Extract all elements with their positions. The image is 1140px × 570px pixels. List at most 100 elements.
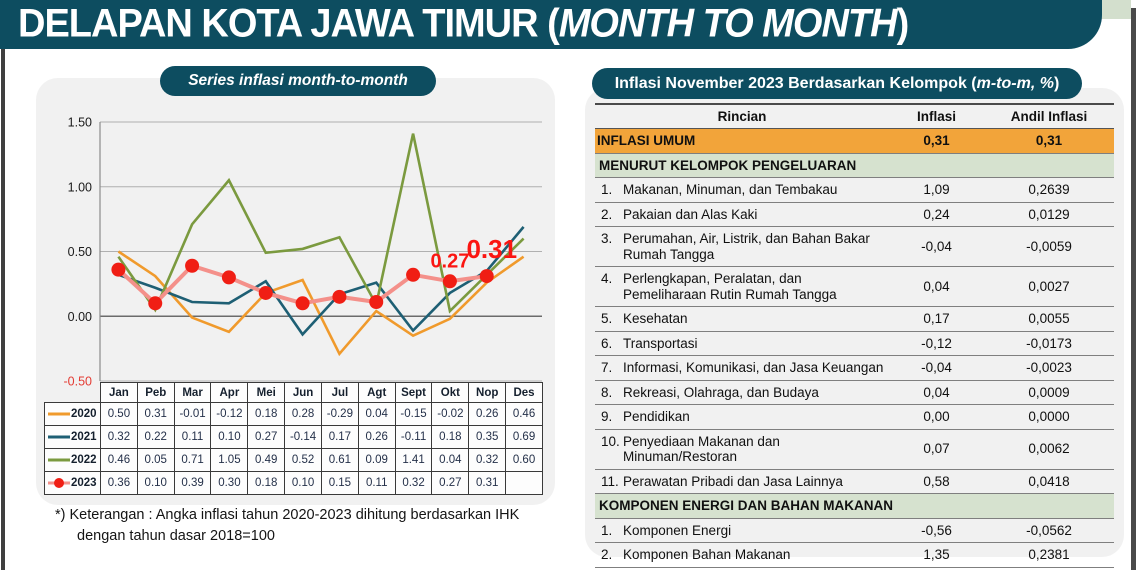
row-label: 8. Rekreasi, Olahraga, dan Budaya xyxy=(595,380,889,406)
month-label: Des xyxy=(505,382,543,403)
svg-text:-0.50: -0.50 xyxy=(64,375,93,389)
row-label: 1. Makanan, Minuman, dan Tembakau xyxy=(595,177,889,203)
chart-data-table: Jan Peb Mar Apr Mei Jun Jul Agt Sept Okt Nop Des 202… xyxy=(44,382,543,495)
inflation-line-chart: 1.50 1.00 0.50 0.00 -0.50 0.270.31 xyxy=(64,116,542,389)
svg-text:0.50: 0.50 xyxy=(68,245,92,259)
chart-value-cell: 0.04 xyxy=(431,448,470,472)
andil-inflasi-value: 0,0062 xyxy=(984,429,1114,470)
chart-value-cell: -0.14 xyxy=(284,425,322,449)
chart-value-cell: 0.36 xyxy=(100,471,138,495)
legend-key-2021 xyxy=(48,435,70,439)
chart-value-cell: 0.09 xyxy=(357,448,396,472)
inflasi-value: 0,17 xyxy=(889,306,984,332)
chart-value-cell: 0.46 xyxy=(100,448,138,472)
row-label: 2. Komponen Bahan Makanan xyxy=(595,542,889,568)
series-line-2022 xyxy=(117,133,525,314)
chart-value-cell: 0.61 xyxy=(320,448,359,472)
row-label: 2. Pakaian dan Alas Kaki xyxy=(595,202,889,228)
table-row: 3. Perumahan, Air, Listrik, dan Bahan Bak… xyxy=(595,226,1114,268)
month-label: Mar xyxy=(173,382,212,403)
inflasi-value: 0,04 xyxy=(889,380,984,406)
andil-inflasi-value: 0,2381 xyxy=(984,542,1114,568)
table-row: 9. Pendidikan 0,00 0,0000 xyxy=(595,404,1114,430)
month-label: Nop xyxy=(468,382,507,403)
andil-inflasi-value: 0,0129 xyxy=(984,202,1114,228)
section-row: MENURUT KELOMPOK PENGELUARAN xyxy=(595,153,1114,179)
month-header-row: Jan Peb Mar Apr Mei Jun Jul Agt Sept Okt Nop Des xyxy=(45,382,543,403)
chart-value-cell: 0.17 xyxy=(320,425,359,449)
chart-panel: 1.50 1.00 0.50 0.00 -0.50 0.27 0.31 Jan Peb Mar A… xyxy=(36,78,555,505)
legend-year-label: 2022 xyxy=(71,454,97,466)
chart-table-row-2023: 2023 0.36 0.10 0.39 0.30 0.18 0.10 0.15 0.11 0.32… xyxy=(44,471,543,495)
highlight-row: INFLASI UMUM 0,31 0,31 xyxy=(595,128,1114,154)
andil-inflasi-value: 0,2639 xyxy=(984,177,1114,203)
series-line-2021 xyxy=(117,226,525,337)
series-line-2020 xyxy=(117,250,525,357)
month-label: Jun xyxy=(284,382,322,403)
inflasi-value: -0,04 xyxy=(889,226,984,268)
svg-text:1.00: 1.00 xyxy=(68,180,92,194)
andil-inflasi-value: 0,0418 xyxy=(984,469,1114,495)
chart-value-cell: 0.28 xyxy=(284,402,322,426)
andil-inflasi-value: -0,0023 xyxy=(984,355,1114,381)
table-row: 2. Komponen Bahan Makanan 1,35 0,2381 xyxy=(595,542,1114,568)
table-header-row: Rincian Inflasi Andil Inflasi xyxy=(595,104,1114,129)
chart-value-cell: -0.11 xyxy=(394,425,433,449)
row-label: 10. Penyediaan Makanan dan Minuman/Restor… xyxy=(595,429,889,470)
row-label: 11. Perawatan Pribadi dan Jasa Lainnya xyxy=(595,469,889,495)
table-row: 10. Penyediaan Makanan dan Minuman/Restor… xyxy=(595,429,1114,470)
marker-2023 xyxy=(258,285,273,300)
data-label-0.31: 0.31 xyxy=(466,234,517,264)
legend-key-2023 xyxy=(48,478,70,488)
andil-inflasi-value: 0,31 xyxy=(984,128,1114,154)
column-header-andil: Andil Inflasi xyxy=(984,104,1114,129)
month-label: Okt xyxy=(431,382,470,403)
marker-2023 xyxy=(295,296,310,311)
row-label: 7. Informasi, Komunikasi, dan Jasa Keuang… xyxy=(595,355,889,381)
chart-value-cell: 0.32 xyxy=(468,448,507,472)
column-header-inflasi: Inflasi xyxy=(889,104,984,129)
chart-value-cell: 0.18 xyxy=(431,425,470,449)
chart-value-cell: 1.05 xyxy=(210,448,249,472)
chart-value-cell: -0.29 xyxy=(320,402,359,426)
legend-year-label: 2020 xyxy=(71,408,97,420)
inflasi-value: -0,12 xyxy=(889,331,984,357)
table-row: 2. Pakaian dan Alas Kaki 0,24 0,0129 xyxy=(595,202,1114,228)
chart-value-cell: 0.26 xyxy=(468,402,507,426)
legend-year-label: 2021 xyxy=(71,431,97,443)
data-label-0.27: 0.27 xyxy=(430,250,469,272)
table-row: 1. Makanan, Minuman, dan Tembakau 1,09 0,26… xyxy=(595,177,1114,203)
chart-value-cell: -0.12 xyxy=(210,402,249,426)
table-row: 11. Perawatan Pribadi dan Jasa Lainnya 0,5… xyxy=(595,469,1114,495)
page-header-banner: DELAPAN KOTA JAWA TIMUR (MONTH TO MONTH) xyxy=(0,0,1102,49)
chart-value-cell: 0.11 xyxy=(357,471,396,495)
svg-text:1.50: 1.50 xyxy=(68,116,92,130)
chart-value-cell: 1.41 xyxy=(394,448,433,472)
andil-inflasi-value: 0,0055 xyxy=(984,306,1114,332)
table-row: 7. Informasi, Komunikasi, dan Jasa Keuang… xyxy=(595,355,1114,381)
andil-inflasi-value: -0,0059 xyxy=(984,226,1114,268)
row-label: 1. Komponen Energi xyxy=(595,518,889,544)
section-label: KOMPONEN ENERGI DAN BAHAN MAKANAN xyxy=(595,493,1114,519)
marker-2023 xyxy=(369,295,384,310)
chart-value-cell: 0.10 xyxy=(136,471,175,495)
chart-value-cell xyxy=(505,471,543,495)
section-label: MENURUT KELOMPOK PENGELUARAN xyxy=(595,153,1114,179)
inflasi-value: 1,09 xyxy=(889,177,984,203)
chart-value-cell: 0.31 xyxy=(136,402,175,426)
inflasi-value: 0,00 xyxy=(889,404,984,430)
month-label: Agt xyxy=(357,382,396,403)
chart-value-cell: -0.15 xyxy=(394,402,433,426)
inflasi-value: -0,56 xyxy=(889,518,984,544)
chart-value-cell: 0.49 xyxy=(247,448,286,472)
legend-key-2022 xyxy=(48,458,70,462)
inflasi-value: 0,04 xyxy=(889,266,984,308)
inflasi-value: 0,58 xyxy=(889,469,984,495)
chart-value-cell: 0.05 xyxy=(136,448,175,472)
chart-value-cell: 0.10 xyxy=(284,471,322,495)
marker-2023 xyxy=(185,258,200,273)
inflation-group-table: Rincian Inflasi Andil Inflasi INFLASI UM… xyxy=(595,103,1114,568)
column-header-rincian: Rincian xyxy=(595,104,889,129)
row-label: 6. Transportasi xyxy=(595,331,889,357)
chart-value-cell: 0.10 xyxy=(210,425,249,449)
